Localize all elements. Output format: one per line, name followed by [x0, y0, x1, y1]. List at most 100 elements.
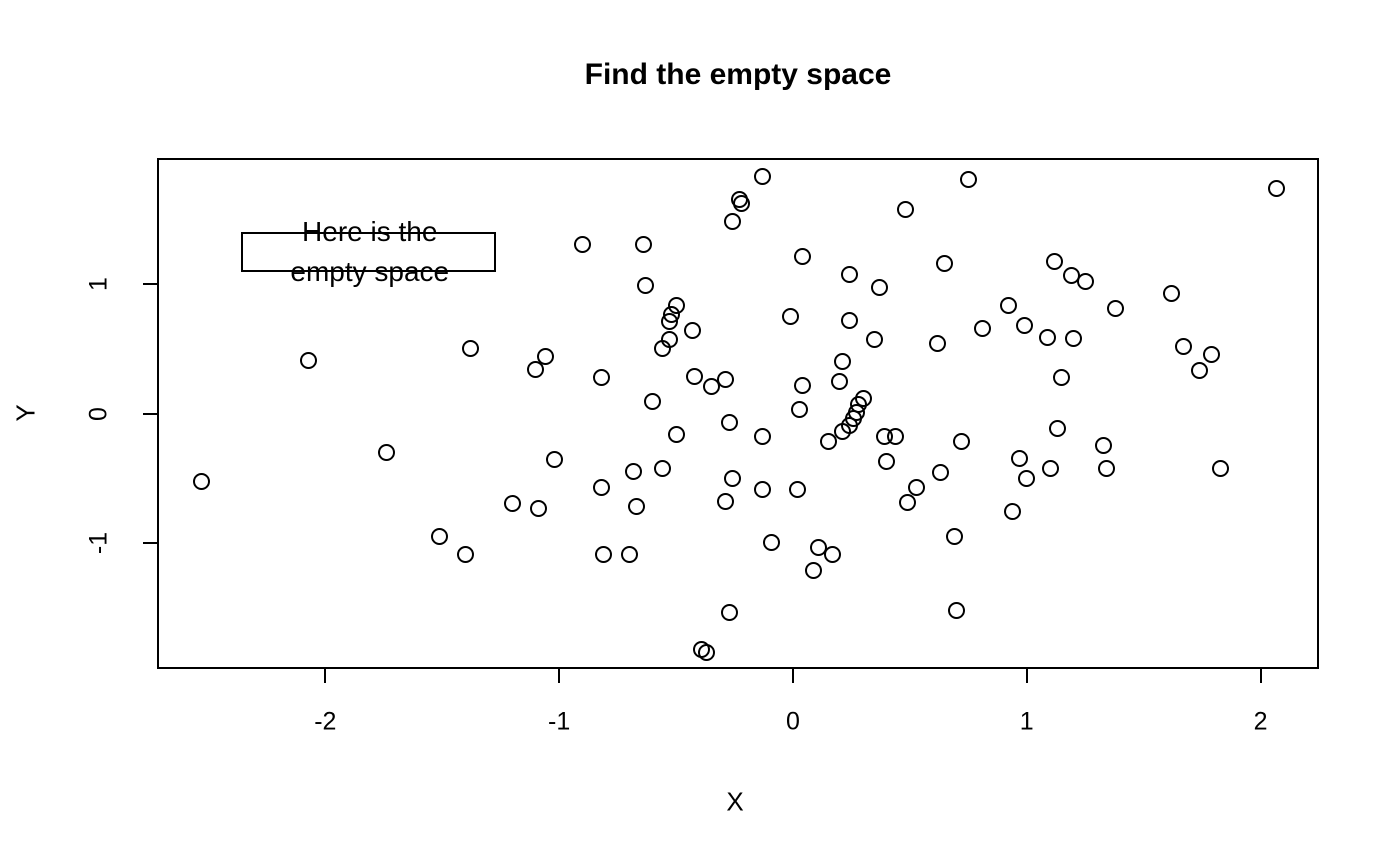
x-tick-label: 0	[785, 707, 800, 736]
data-point	[637, 277, 655, 295]
data-point	[754, 481, 772, 499]
data-point	[1004, 503, 1022, 521]
x-axis-label: X	[726, 786, 744, 817]
x-tick-mark	[1259, 669, 1262, 683]
data-point	[931, 464, 949, 482]
data-point	[733, 194, 750, 212]
data-point	[754, 428, 772, 446]
annotation-text: Here is the empty space	[290, 212, 449, 292]
data-point	[840, 265, 858, 283]
data-point	[973, 319, 991, 337]
data-point	[1095, 437, 1113, 455]
data-point	[431, 527, 449, 545]
chart-title: Find the empty space	[584, 58, 892, 91]
y-tick-mark	[143, 283, 157, 286]
data-point	[1041, 460, 1059, 478]
x-tick-label: 2	[1253, 707, 1268, 736]
data-point	[721, 603, 739, 621]
data-point	[716, 371, 734, 389]
data-point	[791, 401, 809, 419]
x-tick-mark	[324, 669, 327, 683]
data-point	[545, 451, 563, 469]
data-point	[1212, 460, 1230, 478]
data-point	[793, 376, 811, 394]
data-point	[887, 428, 905, 446]
data-point	[457, 545, 475, 563]
data-point	[896, 201, 914, 219]
data-point	[377, 443, 395, 461]
x-tick-label: -2	[314, 707, 337, 736]
data-point	[945, 527, 963, 545]
data-point	[527, 361, 545, 379]
data-point	[929, 335, 947, 353]
data-point	[723, 212, 741, 230]
data-point	[1053, 368, 1071, 386]
data-point	[1065, 330, 1082, 348]
data-point	[592, 368, 610, 386]
data-point	[300, 352, 318, 370]
data-point	[1046, 252, 1064, 270]
data-point	[1097, 460, 1115, 478]
y-tick-mark	[143, 412, 157, 415]
data-point	[721, 414, 739, 432]
data-point	[1048, 420, 1066, 438]
data-point	[908, 478, 926, 496]
data-point	[660, 313, 678, 331]
data-point	[824, 545, 842, 563]
data-point	[595, 545, 613, 563]
annotation-line-2: empty space	[290, 255, 450, 287]
data-point	[833, 353, 851, 371]
data-point	[1268, 180, 1286, 198]
data-point	[536, 348, 554, 366]
data-point	[952, 433, 970, 451]
x-tick-mark	[791, 669, 794, 683]
y-tick-label: 1	[84, 277, 113, 292]
data-point	[683, 322, 701, 340]
data-point	[716, 492, 734, 510]
data-point	[1107, 300, 1125, 318]
y-tick-label: -1	[84, 531, 113, 554]
data-point	[1191, 362, 1209, 380]
data-point	[793, 247, 811, 265]
data-point	[653, 340, 671, 358]
data-point	[782, 308, 800, 326]
data-point	[1018, 469, 1036, 487]
data-point	[620, 545, 638, 563]
x-tick-label: 1	[1019, 707, 1034, 736]
data-point	[1039, 328, 1057, 346]
data-point	[877, 452, 895, 470]
data-point	[1202, 345, 1220, 363]
y-tick-label: 0	[84, 406, 113, 421]
data-point	[1163, 284, 1181, 302]
data-point	[936, 255, 954, 273]
data-point	[644, 393, 662, 411]
data-point	[686, 367, 704, 385]
data-point	[833, 423, 851, 441]
data-point	[1015, 317, 1033, 335]
data-point	[702, 377, 720, 395]
data-point	[625, 463, 643, 481]
data-point	[789, 481, 807, 499]
data-point	[948, 602, 966, 620]
data-point	[503, 495, 521, 513]
data-point	[529, 500, 547, 518]
data-point	[819, 433, 837, 451]
data-point	[653, 460, 671, 478]
data-point	[899, 494, 916, 512]
data-point	[574, 235, 592, 253]
data-point	[1174, 337, 1192, 355]
data-point	[866, 331, 884, 349]
data-point	[461, 340, 479, 358]
y-tick-mark	[143, 541, 157, 544]
data-point	[959, 171, 977, 189]
data-point	[627, 497, 645, 515]
data-point	[840, 312, 858, 330]
data-point	[697, 643, 715, 661]
data-point	[754, 167, 772, 185]
data-point	[1076, 273, 1094, 291]
data-point	[831, 372, 849, 390]
data-point	[805, 562, 823, 580]
x-tick-mark	[558, 669, 561, 683]
data-point	[723, 469, 741, 487]
